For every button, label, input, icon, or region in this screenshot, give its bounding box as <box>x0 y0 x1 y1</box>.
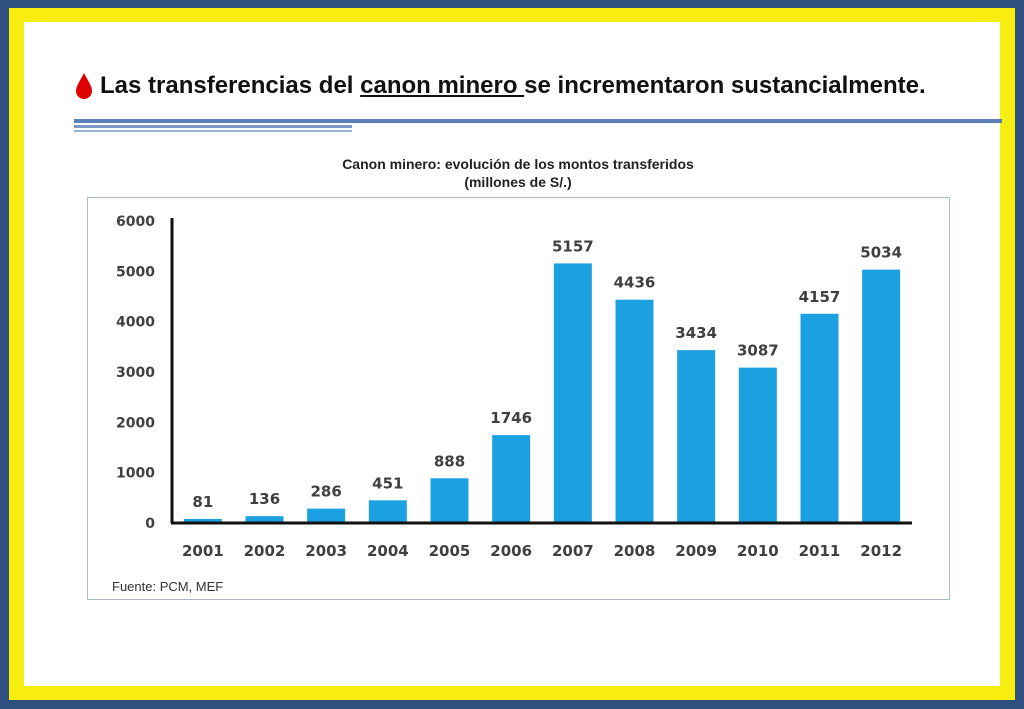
title-rule <box>74 119 1002 123</box>
bar <box>430 478 469 522</box>
data-label: 888 <box>434 452 465 470</box>
y-tick-label: 2000 <box>116 415 155 431</box>
bar <box>307 508 346 522</box>
data-label: 5157 <box>552 237 594 255</box>
bar <box>677 350 716 522</box>
title-rule-short-2 <box>74 130 352 132</box>
bar <box>368 500 407 522</box>
x-tick-label: 2005 <box>429 542 471 560</box>
title-row: Las transferencias del canon minero se i… <box>74 64 926 108</box>
bar <box>183 518 222 522</box>
drop-icon <box>74 72 94 100</box>
chart-title-line-1: Canon minero: evolución de los montos tr… <box>342 156 694 172</box>
data-label: 81 <box>192 493 213 511</box>
bar <box>553 263 592 522</box>
title-pre: Las transferencias del <box>100 72 361 99</box>
bar <box>800 313 839 522</box>
x-tick-label: 2004 <box>367 542 409 560</box>
chart-box: 0 1000 2000 3000 4000 5000 6000 81 2001 136 2002 28… <box>87 197 950 600</box>
x-tick-label: 2002 <box>244 542 286 560</box>
data-label: 3087 <box>737 342 779 360</box>
data-label: 286 <box>311 483 342 501</box>
x-tick-label: 2006 <box>490 542 532 560</box>
slide-title: Las transferencias del canon minero se i… <box>100 72 926 100</box>
y-tick-label: 0 <box>145 516 155 532</box>
x-tick-label: 2001 <box>182 542 224 560</box>
bar <box>492 435 531 522</box>
slide: Las transferencias del canon minero se i… <box>24 22 1002 686</box>
source-note: Fuente: PCM, MEF <box>112 579 224 594</box>
bar <box>738 367 777 522</box>
x-tick-label: 2010 <box>737 542 779 560</box>
data-label: 1746 <box>490 409 532 427</box>
chart-title: Canon minero: evolución de los montos tr… <box>284 155 752 191</box>
data-label: 136 <box>249 490 280 508</box>
data-label: 4157 <box>799 288 841 306</box>
data-label: 5034 <box>860 244 902 262</box>
y-tick-label: 1000 <box>116 466 155 482</box>
y-tick-label: 5000 <box>116 264 155 280</box>
bar-chart: 0 1000 2000 3000 4000 5000 6000 81 2001 136 2002 28… <box>116 214 912 560</box>
y-tick-label: 3000 <box>116 365 155 381</box>
chart-title-line-2: (millones de S/.) <box>464 174 572 190</box>
title-post: se incrementaron sustancialmente. <box>524 72 926 99</box>
data-label: 3434 <box>675 324 717 342</box>
title-rule-short <box>74 125 352 128</box>
y-tick-label: 6000 <box>116 214 155 230</box>
x-tick-label: 2007 <box>552 542 594 560</box>
bar <box>615 299 654 522</box>
bar <box>245 516 284 522</box>
bar <box>862 269 901 522</box>
data-label: 4436 <box>614 274 656 292</box>
x-tick-label: 2012 <box>860 542 902 560</box>
x-tick-label: 2003 <box>305 542 347 560</box>
title-underlined: canon minero <box>360 72 525 99</box>
y-tick-label: 4000 <box>116 315 155 331</box>
x-tick-label: 2011 <box>799 542 841 560</box>
x-tick-label: 2008 <box>614 542 656 560</box>
x-tick-label: 2009 <box>675 542 717 560</box>
data-label: 451 <box>372 474 403 492</box>
